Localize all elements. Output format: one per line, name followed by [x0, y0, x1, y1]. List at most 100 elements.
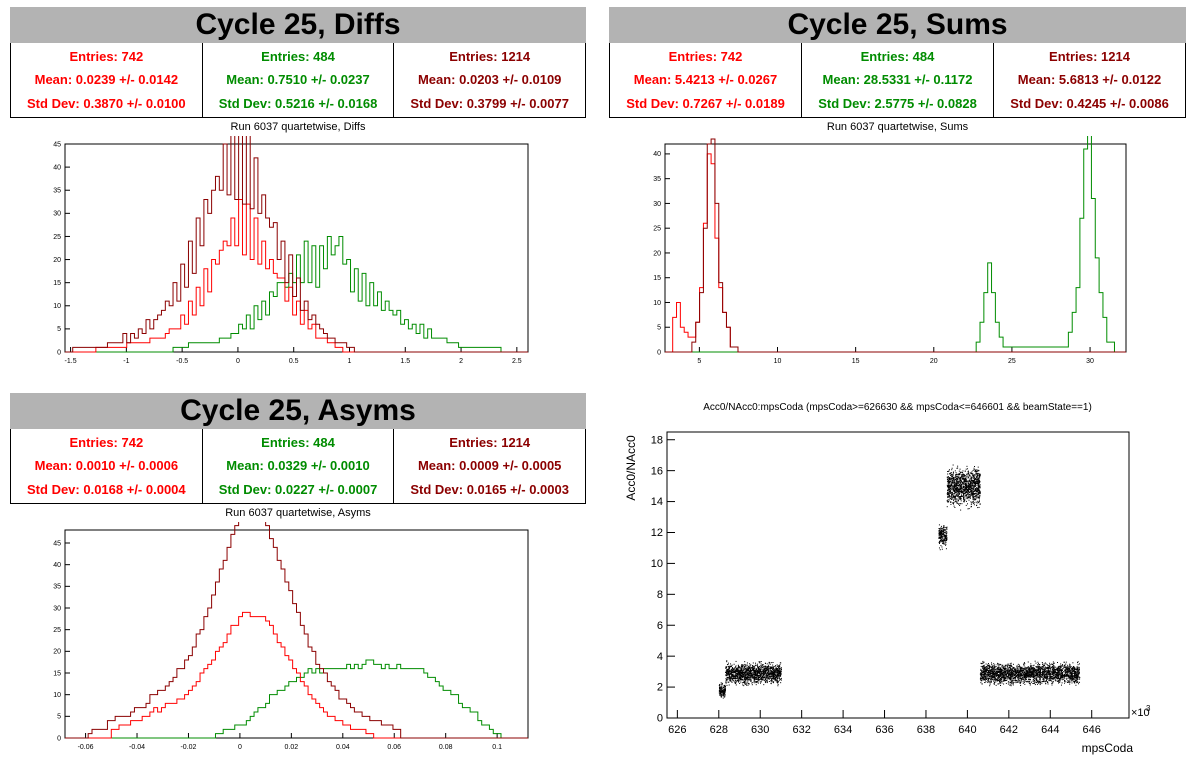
- scatter-point: [993, 683, 995, 685]
- scatter-point: [1049, 669, 1051, 671]
- scatter-point: [985, 668, 987, 670]
- scatter-point: [750, 669, 752, 671]
- scatter-point: [938, 535, 940, 537]
- scatter-point: [775, 669, 777, 671]
- scatter-point: [732, 679, 734, 681]
- scatter-point: [981, 669, 983, 671]
- scatter-cluster-2: [938, 524, 948, 551]
- scatter-point: [1034, 674, 1036, 676]
- diffs-stats-darkred: Entries: 1214 Mean: 0.0203 +/- 0.0109 St…: [394, 43, 585, 117]
- scatter-point: [959, 468, 961, 470]
- scatter-point: [771, 680, 773, 682]
- scatter-point: [1024, 669, 1026, 671]
- scatter-point: [994, 666, 996, 668]
- scatter-point: [750, 678, 752, 680]
- scatter-point: [962, 470, 964, 472]
- scatter-point: [974, 499, 976, 501]
- scatter-point: [951, 477, 953, 479]
- scatter-point: [744, 673, 746, 675]
- scatter-point: [968, 492, 970, 494]
- scatter-point: [978, 479, 980, 481]
- scatter-point: [758, 667, 760, 669]
- scatter-point: [729, 678, 731, 680]
- scatter-point: [946, 531, 948, 533]
- scatter-point: [727, 671, 729, 673]
- scatter-point: [956, 489, 958, 491]
- scatter-point: [728, 678, 730, 680]
- scatter-point: [1078, 668, 1080, 670]
- scatter-point: [740, 678, 742, 680]
- scatter-point: [1017, 677, 1019, 679]
- scatter-point: [760, 675, 762, 677]
- scatter-point: [774, 678, 776, 680]
- scatter-point: [1076, 679, 1078, 681]
- scatter-point: [1040, 681, 1042, 683]
- scatter-point: [722, 697, 724, 699]
- scatter-point: [1012, 674, 1014, 676]
- y-tick-label: 12: [651, 527, 663, 539]
- scatter-point: [953, 486, 955, 488]
- scatter-point: [969, 495, 971, 497]
- scatter-point: [730, 678, 732, 680]
- scatter-point: [768, 672, 770, 674]
- scatter-point: [747, 667, 749, 669]
- scatter-point: [1056, 676, 1058, 678]
- scatter-point: [1069, 667, 1071, 669]
- scatter-point: [762, 679, 764, 681]
- scatter-point: [1035, 671, 1037, 673]
- scatter-point: [980, 676, 982, 678]
- scatter-point: [725, 678, 727, 680]
- scatter-point: [729, 677, 731, 679]
- scatter-point: [767, 677, 769, 679]
- scatter-point: [779, 673, 781, 675]
- scatter-point: [1006, 665, 1008, 667]
- scatter-point: [979, 480, 981, 482]
- scatter-point: [988, 679, 990, 681]
- scatter-point: [757, 666, 759, 668]
- scatter-point: [1028, 669, 1030, 671]
- scatter-point: [739, 670, 741, 672]
- scatter-point: [737, 676, 739, 678]
- scatter-point: [745, 671, 747, 673]
- scatter-point: [744, 680, 746, 682]
- scatter-point: [974, 489, 976, 491]
- scatter-point: [1024, 663, 1026, 665]
- scatter-point: [941, 541, 943, 543]
- scatter-point: [951, 493, 953, 495]
- scatter-point: [963, 477, 965, 479]
- scatter-point: [957, 492, 959, 494]
- scatter-point: [1076, 669, 1078, 671]
- scatter-point: [719, 686, 721, 688]
- stat-entries: Entries: 1214: [449, 435, 531, 451]
- scatter-point: [752, 682, 754, 684]
- scatter-point: [1054, 670, 1056, 672]
- y-tick-label: 15: [653, 275, 661, 282]
- scatter-point: [760, 665, 762, 667]
- scatter-point: [749, 679, 751, 681]
- scatter-point: [1039, 667, 1041, 669]
- scatter-point: [1003, 679, 1005, 681]
- scatter-point: [943, 537, 945, 539]
- scatter-point: [777, 668, 779, 670]
- scatter-point: [760, 673, 762, 675]
- scatter-point: [979, 473, 981, 475]
- scatter-point: [968, 484, 970, 486]
- scatter-point: [985, 681, 987, 683]
- scatter-point: [737, 673, 739, 675]
- scatter-point: [944, 535, 946, 537]
- scatter-point: [765, 675, 767, 677]
- scatter-point: [1042, 673, 1044, 675]
- scatter-point: [955, 488, 957, 490]
- scatter-point: [961, 492, 963, 494]
- scatter-point: [1010, 680, 1012, 682]
- scatter-point: [1014, 674, 1016, 676]
- scatter-point: [748, 670, 750, 672]
- scatter-point: [959, 474, 961, 476]
- scatter-point: [738, 678, 740, 680]
- scatter-point: [968, 485, 970, 487]
- scatter-point: [777, 685, 779, 687]
- scatter-point: [978, 489, 980, 491]
- scatter-point: [1018, 675, 1020, 677]
- scatter-point: [768, 666, 770, 668]
- scatter-point: [974, 474, 976, 476]
